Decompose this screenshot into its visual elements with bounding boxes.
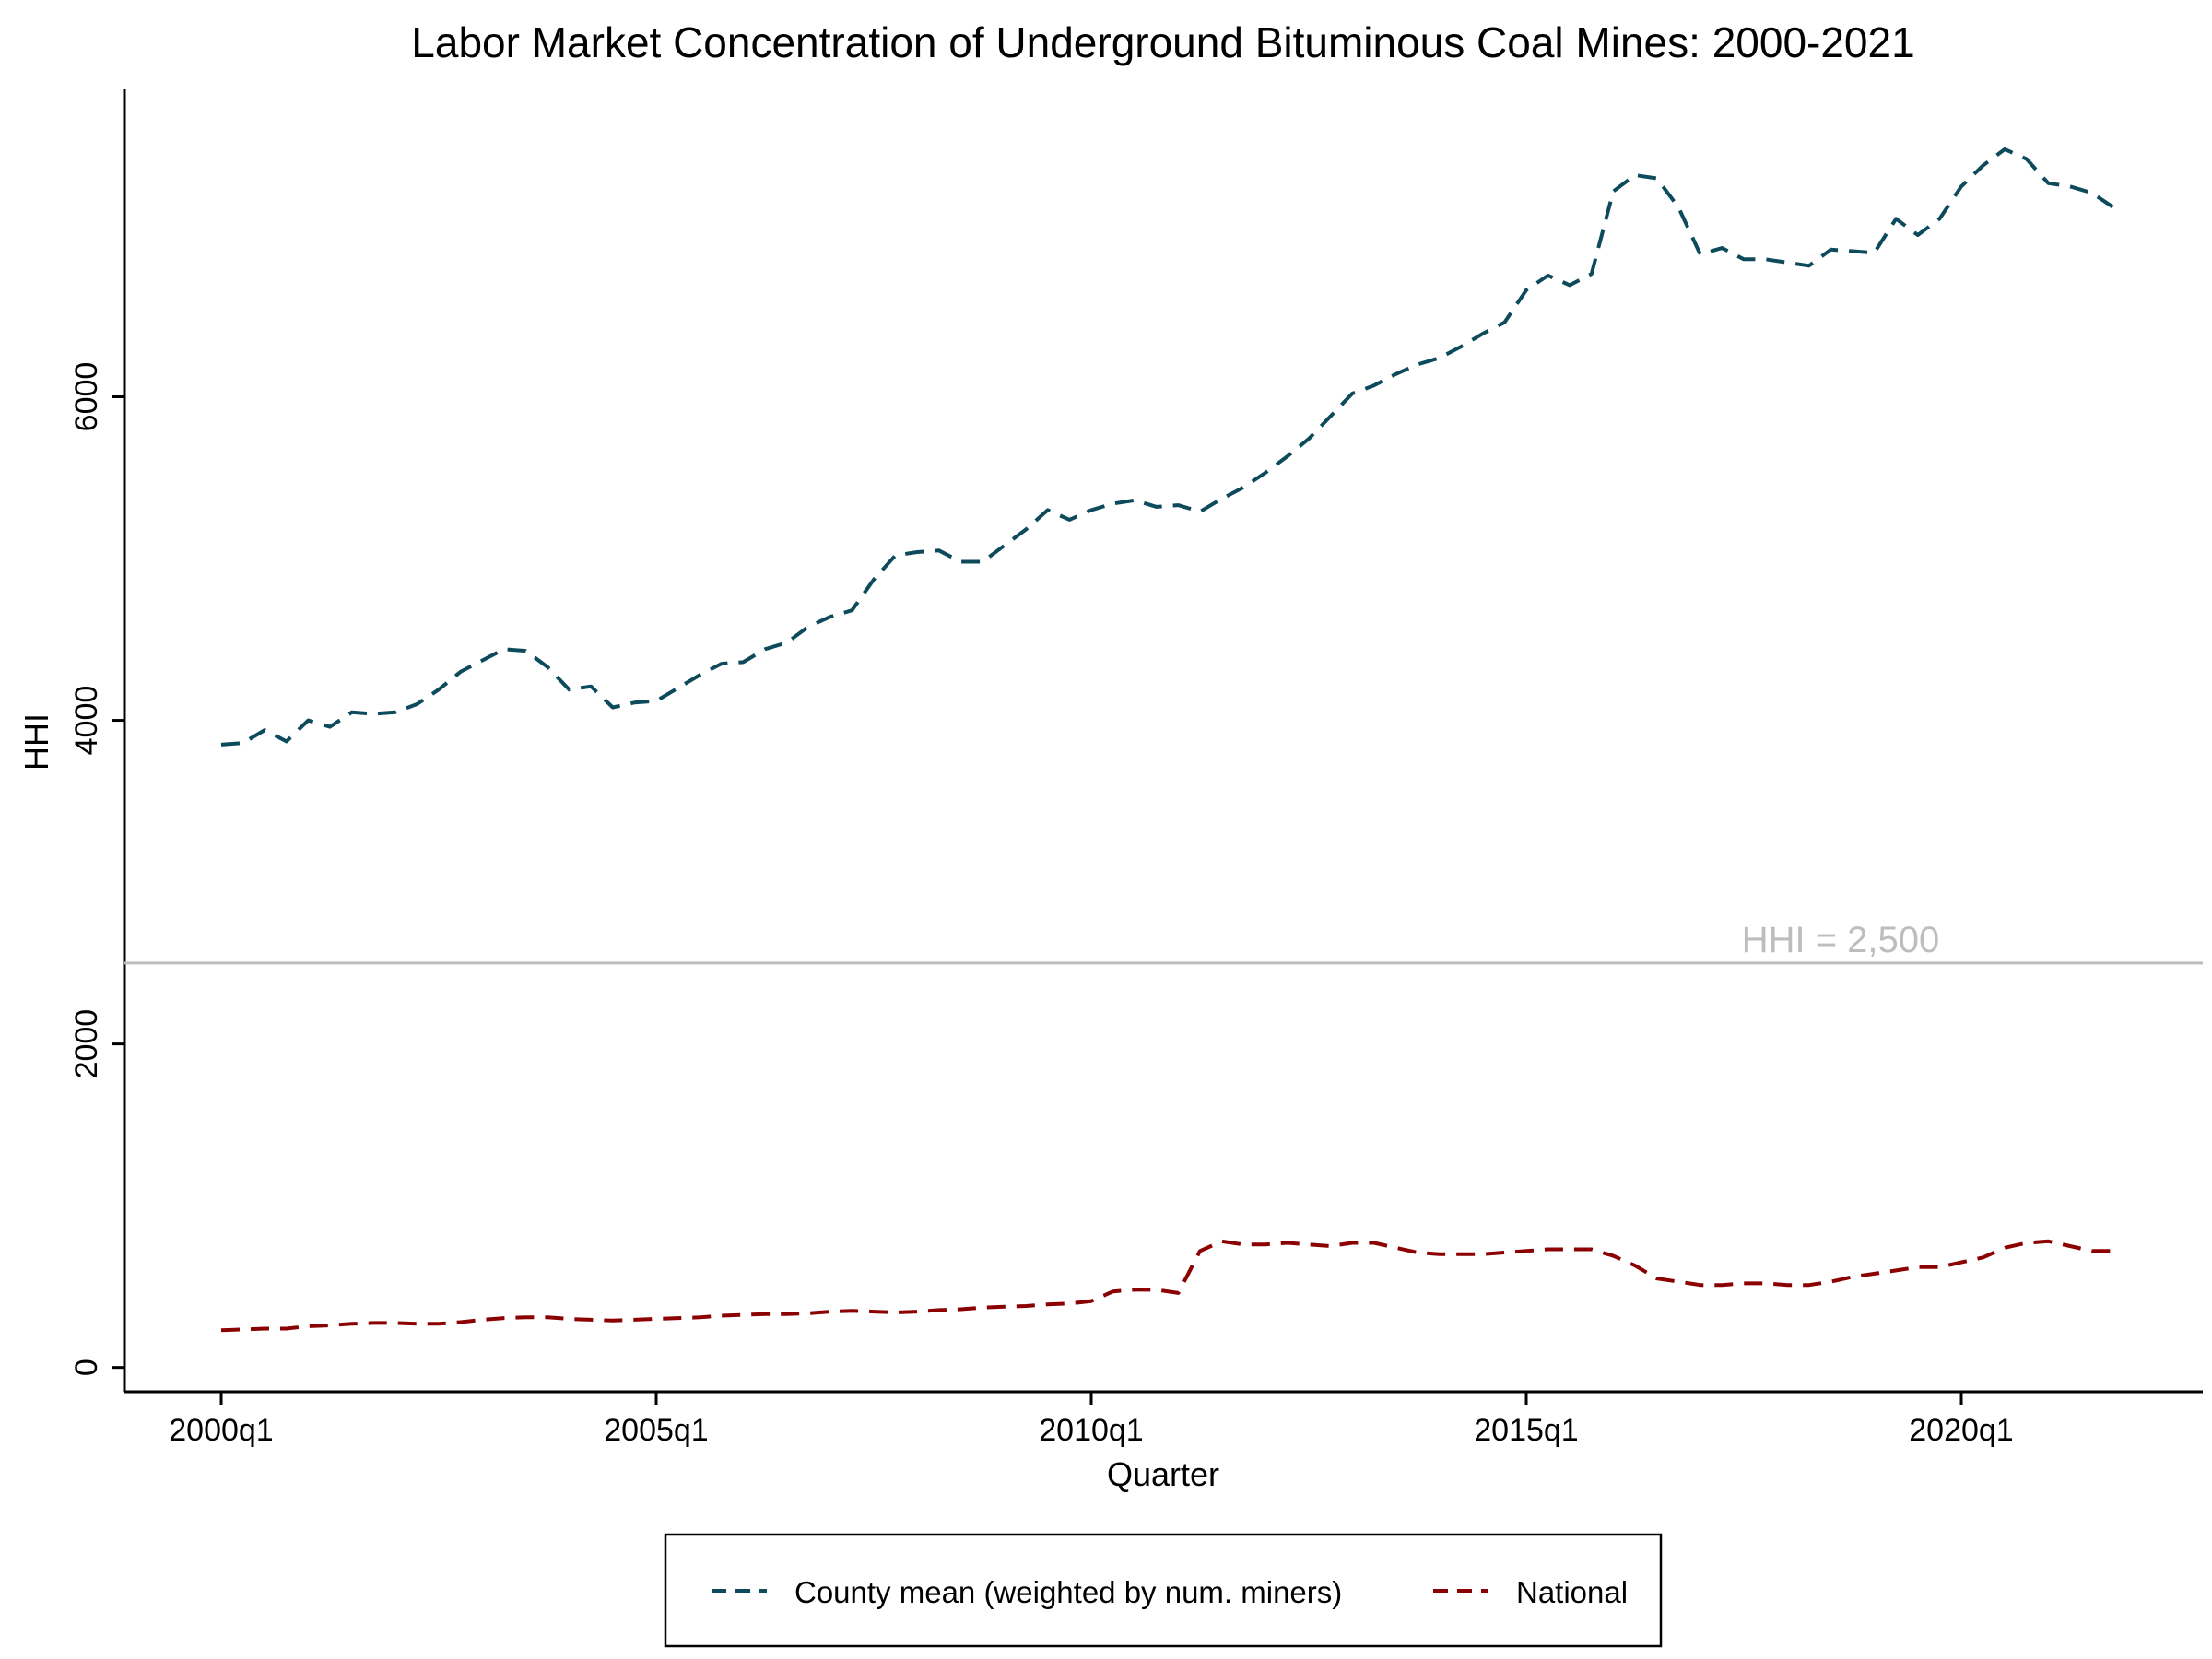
series-line-national [220, 1239, 2114, 1333]
legend-box [664, 1533, 1663, 1648]
reference-line-group: HHI = 2,500 [124, 920, 2203, 965]
x-axis-ticks: 2000q1 2005q1 2010q1 2015q1 2020q1 [169, 1392, 2014, 1448]
y-axis-label: HHI [18, 713, 55, 771]
x-axis-label: Quarter [1107, 1455, 1219, 1493]
legend-item-county-mean: County mean (weighted by num. miners) [712, 1575, 1342, 1609]
y-tick-label: 4000 [69, 686, 104, 756]
chart-title: Labor Market Concentration of Undergroun… [411, 18, 1914, 66]
reference-line-label: HHI = 2,500 [1742, 920, 1940, 960]
y-axis-ticks: 0 2000 4000 6000 [69, 362, 124, 1376]
series-line-county-mean [220, 147, 2115, 747]
legend-label: National [1516, 1575, 1628, 1609]
x-tick-label: 2010q1 [1039, 1413, 1143, 1448]
y-tick-label: 2000 [69, 1009, 104, 1079]
x-tick-label: 2005q1 [604, 1413, 708, 1448]
series-lines [220, 147, 2115, 1333]
x-tick-label: 2000q1 [169, 1413, 273, 1448]
legend-label: County mean (weighted by num. miners) [794, 1575, 1342, 1609]
y-tick-label: 0 [69, 1359, 104, 1376]
y-tick-label: 6000 [69, 362, 104, 432]
x-tick-label: 2015q1 [1474, 1413, 1578, 1448]
legend-item-national: National [1433, 1575, 1628, 1609]
x-tick-label: 2020q1 [1909, 1413, 2013, 1448]
